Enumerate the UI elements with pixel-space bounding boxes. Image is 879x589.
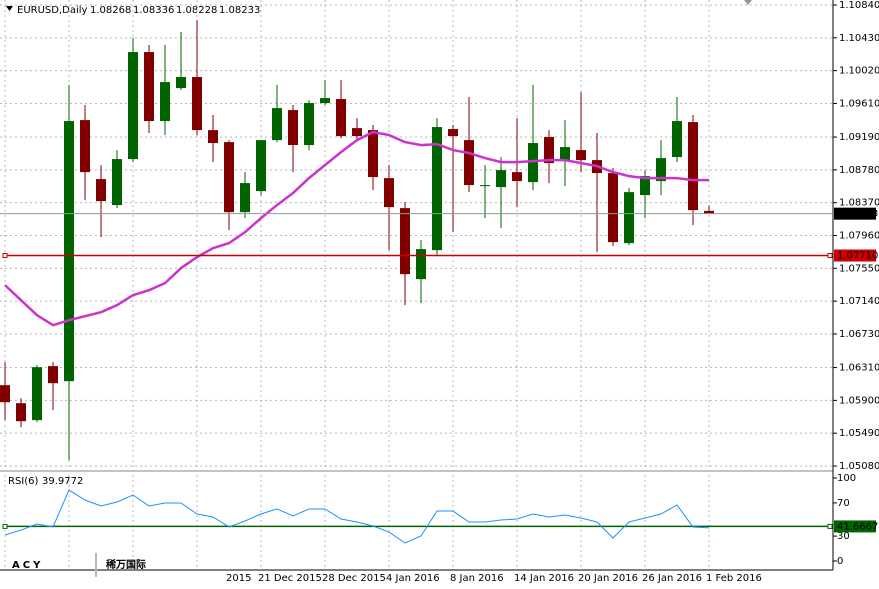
y-tick-label: 1.08370	[839, 198, 879, 209]
y-tick-label: 1.07550	[839, 263, 879, 274]
rsi-level-box	[834, 520, 876, 533]
candle-body	[208, 130, 218, 144]
symbol-title: EURUSD,Daily	[17, 5, 88, 16]
candle-body	[272, 108, 282, 141]
y-tick-label: 1.10020	[839, 66, 879, 77]
x-tick-label: 1 Feb 2016	[706, 573, 762, 584]
candle-body	[48, 366, 58, 384]
rsi-tick-label: 30	[837, 531, 850, 542]
candle-body	[608, 173, 618, 243]
level-handle	[2, 523, 8, 529]
x-tick-label: 26 Jan 2016	[642, 573, 702, 584]
rsi-value: 39.9772	[42, 476, 83, 487]
level-box	[834, 249, 876, 262]
candle-body	[688, 122, 698, 211]
y-tick-label: 1.06310	[839, 363, 879, 374]
candle-body	[160, 82, 170, 122]
x-tick-label: 20 Jan 2016	[578, 573, 638, 584]
candle-body	[176, 77, 186, 89]
candle-body	[672, 121, 682, 158]
rsi-tick-label: 70	[837, 498, 850, 509]
rsi-title: RSI(6)	[8, 476, 39, 487]
candle-body	[64, 121, 74, 382]
candle-body	[368, 130, 378, 178]
candle-body	[16, 403, 26, 422]
candle-body	[544, 137, 554, 164]
candle-body	[528, 143, 538, 183]
y-tick-label: 1.08780	[839, 165, 879, 176]
y-tick-label: 1.05900	[839, 395, 879, 406]
rsi-line	[4, 489, 710, 544]
x-tick-label: 21 Dec 2015	[258, 573, 322, 584]
y-tick-label: 1.07960	[839, 231, 879, 242]
x-tick-label: 4 Jan 2016	[386, 573, 440, 584]
level-handle	[827, 253, 833, 259]
x-tick-label: 8 Jan 2016	[450, 573, 504, 584]
candle-body	[576, 150, 586, 161]
menu-arrow[interactable]	[6, 6, 13, 11]
header-close: 1.08233	[219, 5, 260, 16]
x-tick-label: 28 Dec 2015	[322, 573, 386, 584]
candle-body	[304, 103, 314, 146]
candle-body	[384, 178, 394, 208]
candle-body	[512, 172, 522, 182]
y-tick-label: 1.07140	[839, 296, 879, 307]
candle-body	[288, 110, 298, 146]
candle-body	[400, 208, 410, 275]
header-open: 1.08268	[90, 5, 131, 16]
candle-body	[32, 367, 42, 421]
rsi-tick-label: 0	[837, 556, 843, 567]
rsi-tick-label: 100	[837, 473, 856, 484]
rsi-level-label: 41.6667	[837, 521, 878, 532]
candle-body	[112, 159, 122, 206]
level-label: 1.07710	[837, 251, 878, 262]
price-box	[834, 207, 876, 220]
candle-body	[704, 210, 714, 214]
candle-body	[80, 120, 90, 173]
level-handle	[827, 523, 833, 529]
candle-body	[0, 385, 10, 403]
candle-body	[480, 185, 490, 187]
candle-body	[352, 128, 362, 137]
candle-body	[336, 99, 346, 137]
level-handle	[2, 253, 8, 259]
candle-body	[560, 147, 570, 161]
moving-average	[4, 130, 709, 327]
candle-body	[256, 140, 266, 192]
candle-body	[640, 176, 650, 196]
candle-body	[128, 52, 138, 160]
y-tick-label: 1.05080	[839, 461, 879, 472]
logo-brand: ACY	[12, 560, 43, 571]
shift-marker	[744, 0, 752, 5]
candle-body	[416, 249, 426, 280]
candle-body	[448, 129, 458, 137]
candle-body	[144, 52, 154, 122]
candle-body	[496, 170, 506, 188]
logo-name: 稀万国际	[106, 558, 146, 571]
x-tick-label: 2015	[226, 573, 251, 584]
candle-body	[192, 77, 202, 131]
x-tick-label: 14 Jan 2016	[514, 573, 574, 584]
candle-body	[320, 98, 330, 104]
candle-body	[240, 183, 250, 213]
price-label: 1.08233	[837, 209, 878, 220]
header-high: 1.08336	[133, 5, 174, 16]
y-tick-label: 1.05490	[839, 428, 879, 439]
y-tick-label: 1.09610	[839, 98, 879, 109]
y-tick-label: 1.09190	[839, 132, 879, 143]
candle-body	[464, 140, 474, 186]
candle-body	[96, 179, 106, 202]
candle-body	[432, 127, 442, 251]
candle-body	[624, 192, 634, 244]
y-tick-label: 1.10430	[839, 33, 879, 44]
candle-body	[224, 142, 234, 213]
y-tick-label: 1.06730	[839, 329, 879, 340]
candle-body	[656, 158, 666, 182]
y-tick-label: 1.10840	[839, 0, 879, 11]
